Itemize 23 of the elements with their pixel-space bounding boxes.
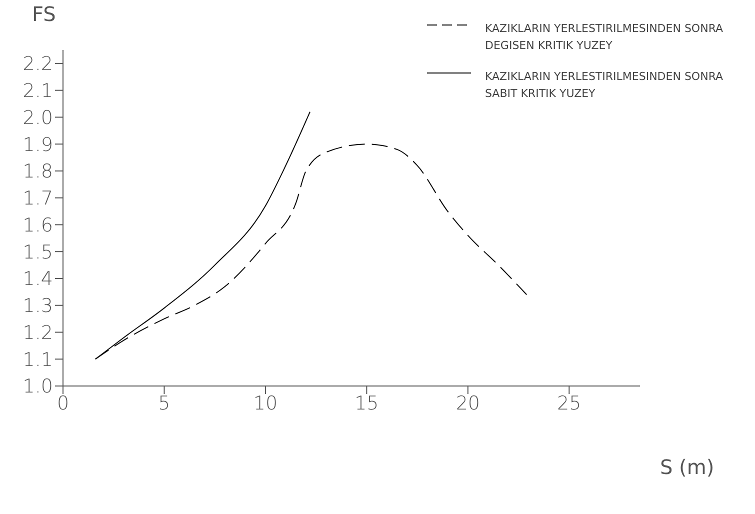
y-tick-label: 1.7 <box>22 188 53 210</box>
y-tick-label: 1.0 <box>22 376 53 398</box>
legend-label: KAZIKLARIN YERLESTIRILMESINDEN SONRA SABIT KRITIK YUZEY <box>485 69 724 102</box>
y-tick-label: 1.5 <box>22 241 53 264</box>
y-tick-label: 1.4 <box>22 268 53 290</box>
x-tick-label: 5 <box>158 392 170 414</box>
x-axis-title: S (m) <box>660 455 714 479</box>
y-tick-label: 1.2 <box>22 322 53 344</box>
y-tick-label: 1.8 <box>22 160 53 183</box>
y-tick-label: 2.1 <box>22 80 53 102</box>
x-tick-label: 15 <box>354 392 379 414</box>
x-tick-label: 10 <box>253 392 278 414</box>
legend-label: KAZIKLARIN YERLESTIRILMESINDEN SONRA DEGISEN KRITIK YUZEY <box>485 21 724 54</box>
x-tick-label: 0 <box>56 392 70 414</box>
y-tick-label: 1.1 <box>22 348 53 371</box>
y-tick-label: 1.3 <box>22 295 53 318</box>
x-tick-label: 20 <box>456 392 480 414</box>
y-tick-label: 2.2 <box>22 53 53 76</box>
x-tick-label: 25 <box>557 392 582 414</box>
y-tick-label: 2.0 <box>22 106 53 129</box>
y-tick-label: 1.9 <box>22 134 53 156</box>
y-tick-label: 1.6 <box>22 214 53 236</box>
y-axis-title: FS <box>32 2 56 26</box>
